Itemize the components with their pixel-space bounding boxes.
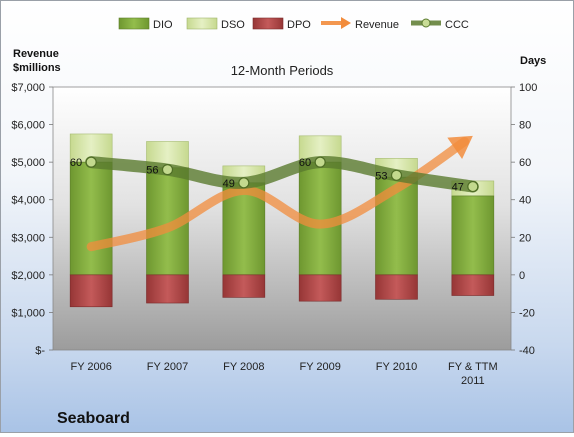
- left-tick-label: $6,000: [11, 120, 45, 132]
- legend-item-dso: DSO: [186, 17, 245, 31]
- ccc-marker: [390, 169, 403, 181]
- right-tick-label: 100: [519, 82, 537, 94]
- x-tick-label: FY 2008: [223, 361, 264, 373]
- dpo-bar: [146, 274, 189, 304]
- x-tick-label: 2011: [461, 375, 485, 387]
- right-tick-label: 0: [519, 270, 525, 282]
- company-label: Seaboard: [57, 410, 130, 427]
- ccc-marker: [238, 177, 250, 189]
- dpo-bar: [375, 274, 418, 300]
- left-axis-title-line1: Revenue: [13, 48, 59, 60]
- dpo-bar: [298, 274, 342, 302]
- left-tick-label: $4,000: [11, 195, 45, 207]
- dio-bar: [451, 195, 495, 276]
- x-axis-labels: FY 2006 FY 2007 FY 2008 FY 2009 FY 2010 FY & …: [70, 361, 497, 387]
- plot-area: [52, 86, 512, 351]
- ccc-data-label: 47: [452, 182, 464, 194]
- revenue-line: [86, 137, 470, 252]
- right-tick-label: 40: [519, 195, 531, 207]
- left-tick-label: $-: [35, 345, 45, 357]
- chart-title: 12-Month Periods: [231, 63, 334, 78]
- left-tick-label: $7,000: [11, 82, 45, 94]
- legend-item-revenue: Revenue: [321, 17, 399, 31]
- left-tick-label: $3,000: [11, 232, 45, 244]
- svg-text:DPO: DPO: [287, 19, 311, 31]
- right-tick-label: -40: [519, 345, 535, 357]
- legend-item-ccc: CCC: [411, 18, 469, 31]
- right-tick-label: 20: [519, 232, 531, 244]
- ccc-marker: [467, 180, 479, 193]
- legend: DIO DSO DPO Revenue CCC: [118, 17, 469, 31]
- svg-text:CCC: CCC: [445, 19, 469, 31]
- dio-bar: [69, 161, 113, 276]
- x-tick-label: FY 2007: [147, 361, 188, 373]
- right-tick-label: -20: [519, 307, 535, 319]
- ccc-marker: [314, 156, 326, 168]
- ccc-data-label: 56: [146, 165, 158, 177]
- left-axis-title-line2: $millions: [13, 62, 61, 74]
- ccc-data-label: 49: [223, 178, 235, 190]
- x-tick-label: FY 2009: [299, 361, 340, 373]
- revenue-arrowhead: [447, 135, 473, 160]
- x-tick-label: FY 2006: [70, 361, 111, 373]
- svg-text:Revenue: Revenue: [355, 19, 399, 31]
- svg-text:DSO: DSO: [221, 19, 245, 31]
- right-axis: -40 -20 0 20 40 60 80 100: [511, 82, 537, 357]
- legend-item-dpo: DPO: [252, 17, 311, 31]
- ccc-data-label: 53: [375, 170, 387, 182]
- left-tick-label: $2,000: [11, 270, 45, 282]
- dpo-bar: [222, 274, 266, 298]
- legend-item-dio: DIO: [118, 17, 173, 31]
- svg-text:DIO: DIO: [153, 19, 173, 31]
- ccc-data-label: 60: [70, 157, 82, 169]
- dpo-bar: [69, 274, 113, 308]
- ccc-marker: [161, 164, 174, 176]
- ccc-layer: 60 56 49 60 53 47: [70, 156, 479, 194]
- right-tick-label: 80: [519, 120, 531, 132]
- ccc-line: [85, 156, 479, 193]
- dio-bar: [222, 182, 266, 276]
- revenue-layer: [86, 135, 473, 252]
- left-tick-label: $5,000: [11, 157, 45, 169]
- x-tick-label: FY & TTM: [448, 361, 498, 373]
- right-tick-label: 60: [519, 157, 531, 169]
- dpo-bar: [451, 274, 495, 296]
- ccc-data-label: 60: [299, 157, 311, 169]
- right-axis-title: Days: [520, 55, 546, 67]
- x-tick-label: FY 2010: [376, 361, 417, 373]
- left-axis: $- $1,000 $2,000 $3,000 $4,000 $5,000 $6,000 $7…: [11, 82, 53, 357]
- ccc-marker: [85, 156, 97, 168]
- left-tick-label: $1,000: [11, 307, 45, 319]
